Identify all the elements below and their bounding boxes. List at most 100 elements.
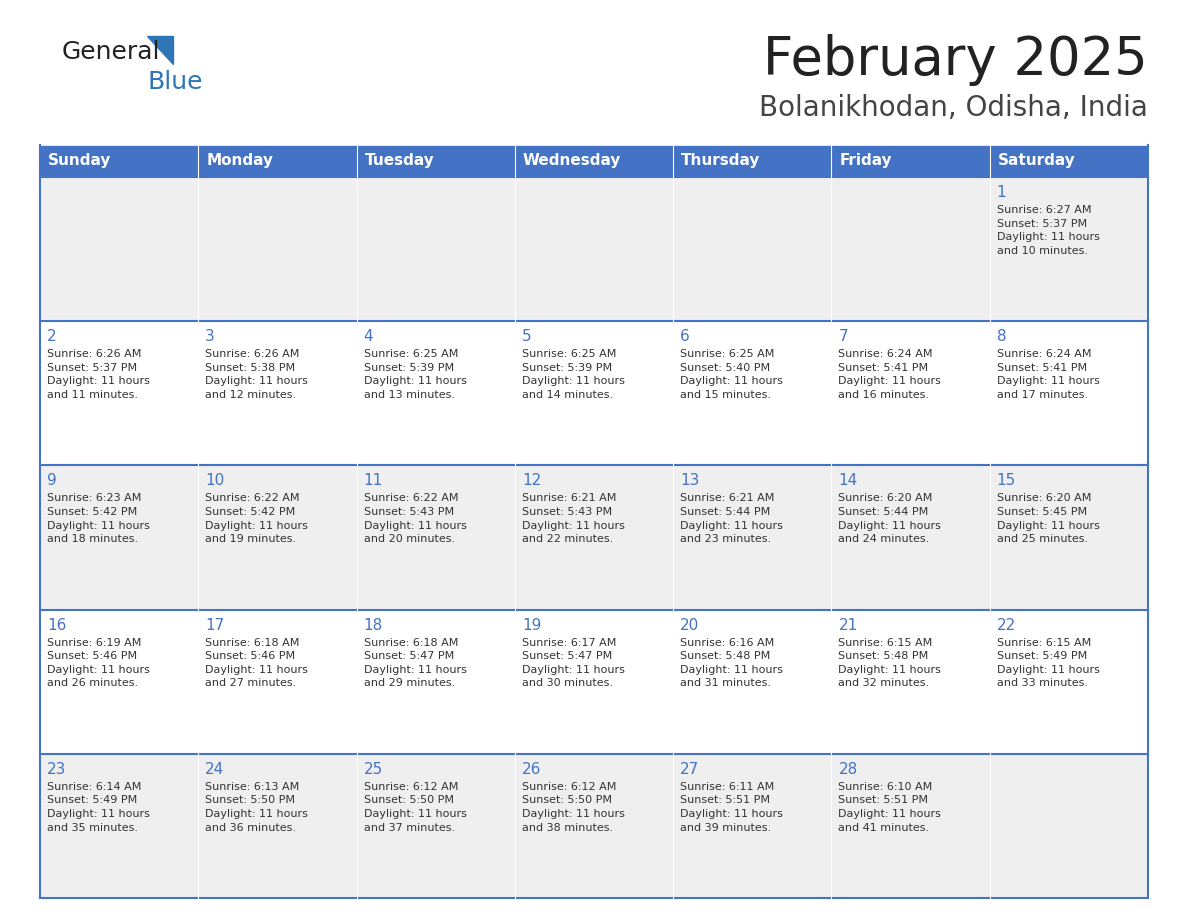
Bar: [990, 145, 1148, 177]
Bar: [514, 321, 674, 465]
Text: 1: 1: [997, 185, 1006, 200]
Text: Sunrise: 6:27 AM
Sunset: 5:37 PM
Daylight: 11 hours
and 10 minutes.: Sunrise: 6:27 AM Sunset: 5:37 PM Dayligh…: [997, 205, 1100, 256]
Bar: [198, 754, 356, 898]
Bar: [832, 465, 990, 610]
Text: 22: 22: [997, 618, 1016, 633]
Bar: [40, 145, 198, 177]
Text: Sunrise: 6:19 AM
Sunset: 5:46 PM
Daylight: 11 hours
and 26 minutes.: Sunrise: 6:19 AM Sunset: 5:46 PM Dayligh…: [48, 638, 150, 688]
Text: Sunrise: 6:25 AM
Sunset: 5:39 PM
Daylight: 11 hours
and 14 minutes.: Sunrise: 6:25 AM Sunset: 5:39 PM Dayligh…: [522, 349, 625, 400]
Text: 5: 5: [522, 330, 531, 344]
Text: Sunrise: 6:21 AM
Sunset: 5:44 PM
Daylight: 11 hours
and 23 minutes.: Sunrise: 6:21 AM Sunset: 5:44 PM Dayligh…: [681, 493, 783, 544]
Bar: [198, 610, 356, 754]
Text: Blue: Blue: [147, 70, 202, 94]
Text: Sunrise: 6:14 AM
Sunset: 5:49 PM
Daylight: 11 hours
and 35 minutes.: Sunrise: 6:14 AM Sunset: 5:49 PM Dayligh…: [48, 782, 150, 833]
Bar: [674, 465, 832, 610]
Bar: [990, 754, 1148, 898]
Bar: [674, 610, 832, 754]
Polygon shape: [147, 36, 173, 64]
Bar: [356, 321, 514, 465]
Bar: [832, 610, 990, 754]
Bar: [514, 177, 674, 321]
Text: 20: 20: [681, 618, 700, 633]
Text: 28: 28: [839, 762, 858, 777]
Bar: [356, 610, 514, 754]
Text: Sunrise: 6:12 AM
Sunset: 5:50 PM
Daylight: 11 hours
and 37 minutes.: Sunrise: 6:12 AM Sunset: 5:50 PM Dayligh…: [364, 782, 467, 833]
Bar: [356, 754, 514, 898]
Bar: [674, 145, 832, 177]
Text: Sunrise: 6:13 AM
Sunset: 5:50 PM
Daylight: 11 hours
and 36 minutes.: Sunrise: 6:13 AM Sunset: 5:50 PM Dayligh…: [206, 782, 308, 833]
Text: Sunrise: 6:26 AM
Sunset: 5:38 PM
Daylight: 11 hours
and 12 minutes.: Sunrise: 6:26 AM Sunset: 5:38 PM Dayligh…: [206, 349, 308, 400]
Text: Sunrise: 6:22 AM
Sunset: 5:43 PM
Daylight: 11 hours
and 20 minutes.: Sunrise: 6:22 AM Sunset: 5:43 PM Dayligh…: [364, 493, 467, 544]
Bar: [514, 754, 674, 898]
Text: Sunrise: 6:24 AM
Sunset: 5:41 PM
Daylight: 11 hours
and 16 minutes.: Sunrise: 6:24 AM Sunset: 5:41 PM Dayligh…: [839, 349, 941, 400]
Text: 25: 25: [364, 762, 383, 777]
Text: 17: 17: [206, 618, 225, 633]
Text: Sunrise: 6:17 AM
Sunset: 5:47 PM
Daylight: 11 hours
and 30 minutes.: Sunrise: 6:17 AM Sunset: 5:47 PM Dayligh…: [522, 638, 625, 688]
Text: 27: 27: [681, 762, 700, 777]
Text: February 2025: February 2025: [763, 34, 1148, 86]
Text: Friday: Friday: [840, 153, 892, 169]
Text: 26: 26: [522, 762, 542, 777]
Bar: [990, 321, 1148, 465]
Text: Sunrise: 6:15 AM
Sunset: 5:49 PM
Daylight: 11 hours
and 33 minutes.: Sunrise: 6:15 AM Sunset: 5:49 PM Dayligh…: [997, 638, 1100, 688]
Bar: [990, 465, 1148, 610]
Bar: [514, 465, 674, 610]
Bar: [990, 177, 1148, 321]
Text: 13: 13: [681, 474, 700, 488]
Text: 23: 23: [48, 762, 67, 777]
Text: Sunrise: 6:18 AM
Sunset: 5:47 PM
Daylight: 11 hours
and 29 minutes.: Sunrise: 6:18 AM Sunset: 5:47 PM Dayligh…: [364, 638, 467, 688]
Text: 6: 6: [681, 330, 690, 344]
Text: 18: 18: [364, 618, 383, 633]
Text: Sunrise: 6:21 AM
Sunset: 5:43 PM
Daylight: 11 hours
and 22 minutes.: Sunrise: 6:21 AM Sunset: 5:43 PM Dayligh…: [522, 493, 625, 544]
Text: 19: 19: [522, 618, 542, 633]
Text: 15: 15: [997, 474, 1016, 488]
Text: 16: 16: [48, 618, 67, 633]
Text: 3: 3: [206, 330, 215, 344]
Text: Tuesday: Tuesday: [365, 153, 435, 169]
Text: Sunrise: 6:15 AM
Sunset: 5:48 PM
Daylight: 11 hours
and 32 minutes.: Sunrise: 6:15 AM Sunset: 5:48 PM Dayligh…: [839, 638, 941, 688]
Text: Sunrise: 6:10 AM
Sunset: 5:51 PM
Daylight: 11 hours
and 41 minutes.: Sunrise: 6:10 AM Sunset: 5:51 PM Dayligh…: [839, 782, 941, 833]
Text: Sunrise: 6:20 AM
Sunset: 5:45 PM
Daylight: 11 hours
and 25 minutes.: Sunrise: 6:20 AM Sunset: 5:45 PM Dayligh…: [997, 493, 1100, 544]
Bar: [40, 754, 198, 898]
Text: Monday: Monday: [207, 153, 273, 169]
Text: Thursday: Thursday: [681, 153, 760, 169]
Text: Sunday: Sunday: [48, 153, 112, 169]
Text: Wednesday: Wednesday: [523, 153, 621, 169]
Text: Bolanikhodan, Odisha, India: Bolanikhodan, Odisha, India: [759, 94, 1148, 122]
Bar: [356, 145, 514, 177]
Bar: [832, 754, 990, 898]
Bar: [356, 177, 514, 321]
Bar: [674, 177, 832, 321]
Text: 7: 7: [839, 330, 848, 344]
Text: 9: 9: [48, 474, 57, 488]
Bar: [356, 465, 514, 610]
Bar: [40, 610, 198, 754]
Text: Sunrise: 6:22 AM
Sunset: 5:42 PM
Daylight: 11 hours
and 19 minutes.: Sunrise: 6:22 AM Sunset: 5:42 PM Dayligh…: [206, 493, 308, 544]
Text: Sunrise: 6:20 AM
Sunset: 5:44 PM
Daylight: 11 hours
and 24 minutes.: Sunrise: 6:20 AM Sunset: 5:44 PM Dayligh…: [839, 493, 941, 544]
Text: 8: 8: [997, 330, 1006, 344]
Text: Sunrise: 6:24 AM
Sunset: 5:41 PM
Daylight: 11 hours
and 17 minutes.: Sunrise: 6:24 AM Sunset: 5:41 PM Dayligh…: [997, 349, 1100, 400]
Bar: [832, 177, 990, 321]
Text: 11: 11: [364, 474, 383, 488]
Text: Saturday: Saturday: [998, 153, 1075, 169]
Bar: [198, 465, 356, 610]
Bar: [832, 321, 990, 465]
Text: Sunrise: 6:11 AM
Sunset: 5:51 PM
Daylight: 11 hours
and 39 minutes.: Sunrise: 6:11 AM Sunset: 5:51 PM Dayligh…: [681, 782, 783, 833]
Text: 21: 21: [839, 618, 858, 633]
Text: 4: 4: [364, 330, 373, 344]
Text: General: General: [62, 40, 160, 64]
Text: 10: 10: [206, 474, 225, 488]
Bar: [198, 321, 356, 465]
Text: 12: 12: [522, 474, 541, 488]
Bar: [40, 177, 198, 321]
Bar: [674, 321, 832, 465]
Bar: [514, 610, 674, 754]
Text: Sunrise: 6:25 AM
Sunset: 5:39 PM
Daylight: 11 hours
and 13 minutes.: Sunrise: 6:25 AM Sunset: 5:39 PM Dayligh…: [364, 349, 467, 400]
Text: Sunrise: 6:26 AM
Sunset: 5:37 PM
Daylight: 11 hours
and 11 minutes.: Sunrise: 6:26 AM Sunset: 5:37 PM Dayligh…: [48, 349, 150, 400]
Text: 24: 24: [206, 762, 225, 777]
Bar: [832, 145, 990, 177]
Text: Sunrise: 6:25 AM
Sunset: 5:40 PM
Daylight: 11 hours
and 15 minutes.: Sunrise: 6:25 AM Sunset: 5:40 PM Dayligh…: [681, 349, 783, 400]
Bar: [40, 321, 198, 465]
Text: Sunrise: 6:16 AM
Sunset: 5:48 PM
Daylight: 11 hours
and 31 minutes.: Sunrise: 6:16 AM Sunset: 5:48 PM Dayligh…: [681, 638, 783, 688]
Text: 2: 2: [48, 330, 57, 344]
